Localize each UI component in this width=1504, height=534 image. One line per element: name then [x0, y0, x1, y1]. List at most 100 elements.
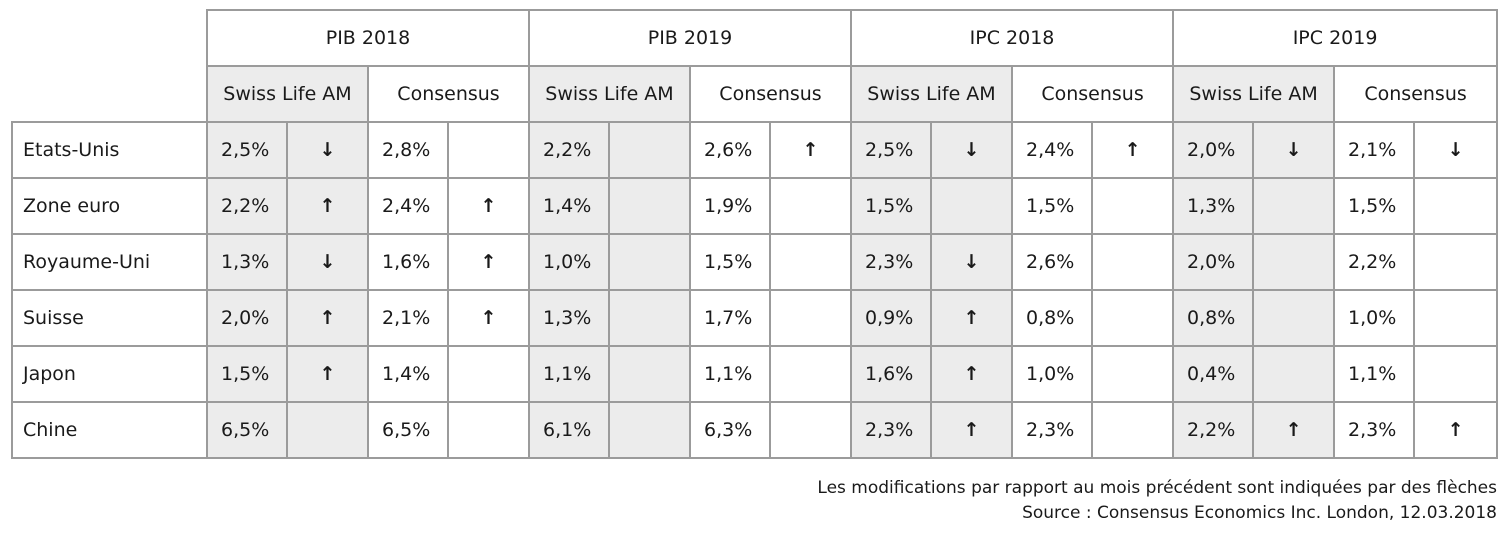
arrow-cell — [608, 401, 691, 459]
value-cell: 1,9% — [689, 177, 771, 235]
arrow-cell — [608, 233, 691, 291]
sub-header-consensus: Consensus — [367, 65, 530, 123]
value-cell: 2,2% — [1333, 233, 1416, 291]
value-cell: 1,0% — [1011, 345, 1093, 403]
arrow-up-icon: ↑ — [1090, 121, 1175, 179]
value-cell: 2,4% — [367, 177, 449, 235]
value-cell: 1,6% — [850, 345, 932, 403]
country-label: Royaume-Uni — [11, 233, 208, 291]
sub-header-consensus: Consensus — [1010, 65, 1175, 123]
value-cell: 2,4% — [1011, 121, 1093, 179]
arrow-up-icon: ↑ — [447, 289, 530, 347]
arrow-cell — [1413, 345, 1499, 403]
value-cell: 6,1% — [528, 401, 610, 459]
value-cell: 2,3% — [1011, 401, 1093, 459]
country-label: Chine — [11, 401, 208, 459]
arrow-up-icon: ↑ — [447, 233, 530, 291]
arrow-down-icon: ↓ — [930, 233, 1013, 291]
arrow-up-icon: ↑ — [930, 289, 1013, 347]
arrow-cell — [608, 289, 691, 347]
value-cell: 2,1% — [367, 289, 449, 347]
table-row: Etats-Unis 2,5% ↓ 2,8% 2,2% 2,6% ↑ 2,5% ↓ 2,4% ↑ 2,… — [11, 121, 1499, 179]
value-cell: 2,3% — [850, 401, 932, 459]
arrow-cell — [1090, 289, 1175, 347]
value-cell: 2,2% — [528, 121, 610, 179]
country-label: Etats-Unis — [11, 121, 208, 179]
value-cell: 2,0% — [1172, 233, 1255, 291]
arrow-up-icon: ↑ — [1413, 401, 1499, 459]
changes-note: Les modifications par rapport au mois pr… — [817, 478, 1497, 498]
arrow-cell — [1090, 177, 1175, 235]
value-cell: 2,2% — [206, 177, 288, 235]
value-cell: 1,7% — [689, 289, 771, 347]
corner-cell — [12, 10, 208, 123]
value-cell: 1,5% — [206, 345, 288, 403]
group-header: IPC 2018 — [849, 9, 1175, 67]
arrow-down-icon: ↓ — [1252, 121, 1336, 179]
source-note: Source : Consensus Economics Inc. London… — [1022, 503, 1497, 523]
value-cell: 1,3% — [528, 289, 610, 347]
arrow-cell — [1090, 345, 1175, 403]
country-label: Zone euro — [11, 177, 208, 235]
sub-header-swiss-life: Swiss Life AM — [1172, 65, 1336, 123]
arrow-down-icon: ↓ — [1413, 121, 1499, 179]
value-cell: 1,3% — [206, 233, 288, 291]
value-cell: 6,5% — [367, 401, 449, 459]
arrow-cell — [608, 121, 691, 179]
arrow-up-icon: ↑ — [769, 121, 852, 179]
arrow-cell — [1252, 177, 1336, 235]
arrow-up-icon: ↑ — [286, 345, 369, 403]
arrow-cell — [769, 401, 852, 459]
arrow-cell — [608, 345, 691, 403]
value-cell: 1,5% — [850, 177, 932, 235]
sub-header-consensus: Consensus — [689, 65, 852, 123]
arrow-cell — [447, 401, 530, 459]
table-row: Suisse 2,0% ↑ 2,1% ↑ 1,3% 1,7% 0,9% ↑ 0,8% 0,8% 1,0… — [11, 289, 1499, 347]
country-label: Suisse — [11, 289, 208, 347]
arrow-cell — [1090, 233, 1175, 291]
forecast-table: PIB 2018 PIB 2019 IPC 2018 IPC 2019 Swis… — [11, 9, 1499, 459]
arrow-cell — [930, 177, 1013, 235]
arrow-cell — [1252, 233, 1336, 291]
value-cell: 1,5% — [1011, 177, 1093, 235]
arrow-cell — [1252, 345, 1336, 403]
arrow-cell — [769, 345, 852, 403]
arrow-up-icon: ↑ — [286, 289, 369, 347]
value-cell: 1,4% — [367, 345, 449, 403]
group-header: PIB 2019 — [528, 9, 852, 67]
sub-header-consensus: Consensus — [1333, 65, 1499, 123]
group-header: IPC 2019 — [1172, 9, 1499, 67]
arrow-cell — [769, 289, 852, 347]
value-cell: 2,5% — [850, 121, 932, 179]
arrow-cell — [286, 401, 369, 459]
value-cell: 1,1% — [689, 345, 771, 403]
sub-header-swiss-life: Swiss Life AM — [528, 65, 691, 123]
value-cell: 1,5% — [1333, 177, 1416, 235]
value-cell: 1,6% — [367, 233, 449, 291]
sub-header-row: Swiss Life AM Consensus Swiss Life AM Co… — [12, 65, 1499, 123]
arrow-cell — [769, 177, 852, 235]
arrow-cell — [1252, 289, 1336, 347]
arrow-up-icon: ↑ — [286, 177, 369, 235]
arrow-down-icon: ↓ — [286, 121, 369, 179]
value-cell: 1,1% — [528, 345, 610, 403]
value-cell: 2,1% — [1333, 121, 1416, 179]
value-cell: 2,0% — [1172, 121, 1255, 179]
value-cell: 2,3% — [1333, 401, 1416, 459]
arrow-cell — [1090, 401, 1175, 459]
arrow-cell — [1413, 177, 1499, 235]
table-row: Chine 6,5% 6,5% 6,1% 6,3% 2,3% ↑ 2,3% 2,2% ↑ 2,3% ↑ — [11, 401, 1499, 459]
arrow-cell — [1413, 289, 1499, 347]
table-row: Japon 1,5% ↑ 1,4% 1,1% 1,1% 1,6% ↑ 1,0% 0,4% 1,1% — [11, 345, 1499, 403]
arrow-down-icon: ↓ — [930, 121, 1013, 179]
arrow-up-icon: ↑ — [447, 177, 530, 235]
value-cell: 1,1% — [1333, 345, 1416, 403]
group-header: PIB 2018 — [206, 9, 530, 67]
value-cell: 2,2% — [1172, 401, 1255, 459]
value-cell: 0,8% — [1011, 289, 1093, 347]
value-cell: 6,3% — [689, 401, 771, 459]
value-cell: 2,6% — [1011, 233, 1093, 291]
arrow-up-icon: ↑ — [1252, 401, 1336, 459]
value-cell: 1,0% — [528, 233, 610, 291]
value-cell: 1,4% — [528, 177, 610, 235]
